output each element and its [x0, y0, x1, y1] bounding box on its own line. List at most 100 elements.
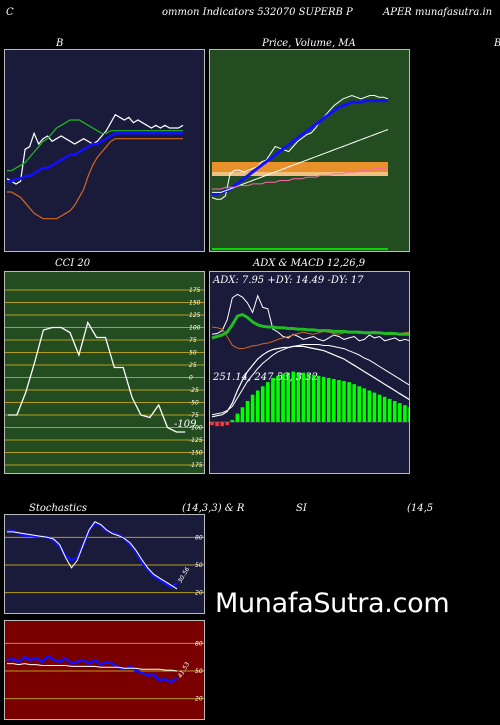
macd-histogram-bar	[255, 390, 260, 422]
macd-histogram-bar	[362, 388, 367, 422]
rsi-last-value: 41.53	[177, 661, 192, 680]
adx-plus-dy-line	[211, 293, 409, 342]
rsi-params: (14,5	[407, 503, 434, 514]
adx-readout: ADX: 7.95 +DY: 14.49 -DY: 17	[213, 275, 364, 286]
macd-histogram-bar	[387, 398, 392, 422]
macd-histogram-bar	[332, 378, 336, 422]
stoch-tick-label: 20	[195, 590, 203, 597]
cci-tick-label: -50	[189, 400, 199, 407]
adx-line	[211, 312, 409, 340]
bollinger-title: B	[56, 38, 64, 49]
macd-histogram-bar	[225, 422, 230, 426]
bollinger-panel	[4, 49, 205, 252]
macd-histogram-bar	[271, 377, 275, 422]
cci-tick-label: 175	[189, 287, 201, 294]
macd-histogram-bar	[230, 419, 235, 422]
price-ma-short-line	[212, 99, 388, 196]
price-panel	[209, 49, 410, 252]
stoch-tick-label: 50	[195, 562, 203, 569]
macd-histogram-bar	[220, 422, 224, 427]
header-c: C	[6, 7, 14, 18]
cci-tick-label: 25	[189, 362, 197, 369]
adx-macd-chart	[210, 293, 409, 427]
macd-histogram-bar	[316, 375, 321, 422]
macd-histogram-bar	[326, 377, 331, 422]
macd-signal-line	[211, 344, 409, 416]
macd-histogram-bar	[367, 390, 372, 422]
price-close-line	[211, 94, 389, 200]
price-ma-long-line	[212, 166, 389, 190]
macd-histogram-bar	[352, 384, 356, 422]
macd-histogram-bar	[311, 374, 316, 422]
cci-tick-label: -75	[189, 412, 199, 419]
rsi-tick-label: 50	[195, 668, 203, 675]
macd-histogram-bar	[210, 422, 214, 426]
macd-histogram-bar	[403, 405, 407, 422]
stochastics-panel: 80 50 20 30.56	[4, 514, 205, 614]
stoch-params: (14,3,3) & R	[182, 503, 245, 514]
macd-histogram-bar	[306, 373, 311, 422]
rsi-tick-label: 80	[195, 640, 203, 647]
rsi-rsi-line	[6, 654, 178, 684]
cci-tick-label: 125	[189, 312, 201, 319]
cci-tick-label: 0	[189, 375, 193, 382]
cci-tick-label: -175	[189, 462, 203, 469]
price-title: Price, Volume, MA	[262, 38, 356, 49]
macd-histogram-bar	[296, 372, 301, 422]
macd-readout: 251.14, 247.53, 3.32	[213, 372, 318, 383]
macd-histogram-bar	[357, 386, 362, 422]
cci-tick-label: -25	[189, 387, 199, 394]
rsi-tick-label: 20	[195, 696, 203, 703]
cci-line	[8, 320, 186, 433]
rsi-rsi-smooth-line	[7, 663, 178, 672]
price-volume-band-light	[212, 172, 388, 176]
stoch-tick-label: 80	[195, 534, 203, 541]
macd-histogram-bar	[235, 413, 240, 422]
price-ma-mid-line	[212, 129, 389, 193]
rsi-chart: 80 50 20 41.53	[5, 640, 204, 703]
macd-histogram-bar	[347, 382, 351, 422]
macd-histogram-bar	[382, 396, 387, 422]
bollinger-price-line	[6, 113, 184, 185]
bollinger-lower-line	[7, 138, 183, 220]
macd-histogram-bar	[337, 380, 341, 422]
cci-last-value: -109	[174, 419, 197, 430]
adx-title: ADX & MACD 12,26,9	[253, 258, 366, 269]
header-title-b: APER munafasutra.in	[383, 7, 493, 18]
bollinger-upper-line	[7, 119, 183, 172]
cci-tick-label: -125	[189, 437, 203, 444]
macd-histogram-bar	[286, 372, 290, 422]
adx-panel	[209, 271, 410, 474]
macd-histogram-bar	[291, 371, 296, 422]
macd-line	[211, 345, 409, 418]
cci-panel: 175 150 125 100 75 50 25 0 -25 -50 -75 -100 -125 -150…	[4, 271, 205, 474]
stoch-title: Stochastics	[29, 503, 87, 514]
cci-chart: 175 150 125 100 75 50 25 0 -25 -50 -75 -100 -125 -150…	[5, 287, 204, 469]
header-title-a: ommon Indicators 532070 SUPERB P	[162, 7, 353, 18]
watermark: MunafaSutra.com	[215, 588, 450, 619]
bollinger-middle-line	[7, 132, 183, 183]
macd-histogram-bar	[260, 386, 265, 422]
macd-histogram-bar	[398, 403, 402, 422]
cci-tick-label: -150	[189, 450, 203, 457]
cci-tick-label: 100	[189, 325, 201, 332]
macd-histogram-bar	[250, 394, 255, 422]
bollinger-chart	[6, 113, 184, 220]
macd-histogram-bar	[240, 407, 245, 422]
macd-histogram-bar	[392, 401, 397, 422]
macd-histogram-bar	[215, 422, 219, 427]
macd-histogram-bar	[281, 373, 285, 422]
macd-histogram-bar	[408, 407, 409, 422]
macd-histogram-bar	[245, 401, 250, 422]
price-chart	[211, 94, 389, 250]
stoch-%K-line	[6, 521, 178, 589]
price-volume-band	[212, 162, 388, 172]
macd-histogram-bar	[321, 376, 326, 422]
cci-tick-label: -100	[189, 425, 203, 432]
macd-histogram-bar	[342, 381, 346, 422]
right-edge-title: B	[494, 38, 500, 49]
macd-histogram-bar	[301, 372, 306, 422]
rsi-title: SI	[296, 503, 307, 514]
cci-tick-label: 75	[189, 337, 197, 344]
